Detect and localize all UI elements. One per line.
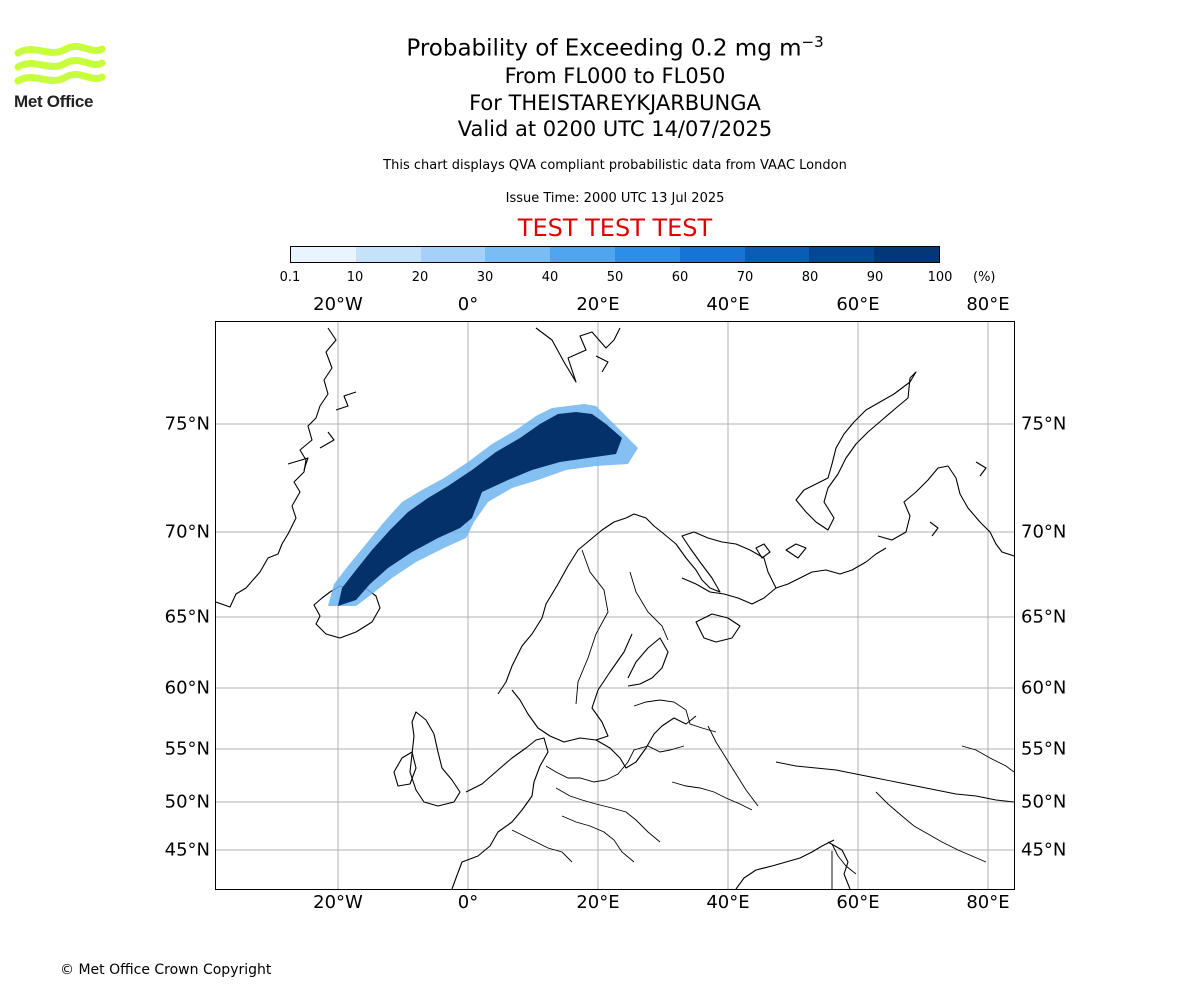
longitude-label-bottom: 20°E — [576, 892, 620, 913]
latitude-label-right: 55°N — [1021, 738, 1067, 760]
colorbar-segment — [420, 247, 486, 262]
colorbar-tick-label: 80 — [801, 270, 819, 285]
coastline-black-sea-region — [735, 839, 835, 889]
colorbar-segment — [809, 247, 875, 262]
ash-probability-plume — [328, 404, 638, 606]
latitude-label-right: 45°N — [1021, 839, 1067, 861]
colorbar-tick-label: 10 — [346, 270, 364, 285]
latitude-label-right: 60°N — [1021, 677, 1067, 699]
latitude-label-right: 65°N — [1021, 606, 1067, 628]
latitude-label-right: 70°N — [1021, 521, 1067, 543]
coastline-greenland — [216, 327, 337, 608]
latitude-label-left: 60°N — [164, 677, 210, 699]
met-office-wordmark: Met Office — [14, 92, 94, 111]
coastline-russia-arctic — [877, 465, 1014, 557]
colorbar-tick-label: 60 — [671, 270, 689, 285]
coastline-svalbard — [535, 327, 621, 383]
colorbar-segment — [744, 247, 810, 262]
colorbar-tick-label: 50 — [606, 270, 624, 285]
met-office-logo — [14, 42, 106, 85]
latitude-label-right: 50°N — [1021, 791, 1067, 813]
level-range: From FL000 to FL050 — [504, 64, 726, 88]
coastline-kola-white-sea — [681, 547, 887, 605]
longitude-label-bottom: 60°E — [836, 892, 880, 913]
colorbar-tick-label: 90 — [866, 270, 884, 285]
colorbar-segment — [550, 247, 615, 262]
copyright-notice: © Met Office Crown Copyright — [60, 962, 272, 978]
colorbar-unit: (%) — [973, 270, 996, 285]
colorbar-tick-label: 20 — [411, 270, 429, 285]
coastline-scandinavia — [497, 513, 777, 695]
chart-title: Probability of Exceeding 0.2 mg m−3 — [300, 27, 930, 64]
longitude-label-top: 60°E — [836, 294, 880, 315]
logo-wave — [14, 70, 106, 85]
latitude-label-right: 75°N — [1021, 413, 1067, 435]
colorbar-tick-label: 70 — [736, 270, 754, 285]
latitude-label-left: 70°N — [164, 521, 210, 543]
colorbar-segment — [679, 247, 745, 262]
coastline-baltic — [595, 715, 697, 769]
latitude-label-left: 55°N — [164, 738, 210, 760]
test-banner: TEST TEST TEST — [517, 214, 713, 242]
longitude-label-bottom: 0° — [457, 892, 479, 913]
latitude-label-left: 50°N — [164, 791, 210, 813]
logo-wave — [14, 42, 106, 57]
logo-wave — [14, 56, 106, 71]
map-svg — [216, 322, 1014, 889]
longitude-label-bottom: 80°E — [966, 892, 1010, 913]
location-title: For THEISTAREYKJARBUNGA — [469, 91, 761, 115]
longitude-label-top: 20°W — [313, 294, 363, 315]
colorbar-segment — [291, 247, 356, 262]
colorbar-tick-label: 0.1 — [279, 270, 301, 285]
longitude-label-bottom: 20°W — [313, 892, 363, 913]
map-panel — [215, 321, 1015, 890]
colorbar-segment — [485, 247, 551, 262]
coastline-caspian — [827, 841, 851, 889]
map-country-borders — [511, 549, 1014, 889]
coastline-british-isles — [409, 711, 461, 807]
chart-title-exponent: −3 — [801, 33, 824, 51]
chart-description: This chart displays QVA compliant probab… — [383, 158, 847, 173]
colorbar-segment — [874, 247, 939, 262]
coastline-novaya-zemlya — [795, 371, 917, 531]
longitude-label-top: 80°E — [966, 294, 1010, 315]
coastline-europe-mainland — [451, 737, 549, 889]
longitude-label-top: 0° — [457, 294, 479, 315]
issue-time: Issue Time: 2000 UTC 13 Jul 2025 — [505, 191, 725, 206]
longitude-label-top: 40°E — [706, 294, 750, 315]
colorbar-tick-label: 100 — [927, 270, 953, 285]
colorbar-tick-label: 40 — [541, 270, 559, 285]
valid-time: Valid at 0200 UTC 14/07/2025 — [457, 117, 773, 141]
chart-title-text: Probability of Exceeding 0.2 mg m — [406, 35, 802, 62]
probability-colorbar — [290, 246, 940, 263]
colorbar-tick-label: 30 — [476, 270, 494, 285]
latitude-label-left: 45°N — [164, 839, 210, 861]
colorbar-segment — [614, 247, 680, 262]
coastline-ireland — [393, 751, 417, 787]
plume-core — [338, 412, 622, 606]
longitude-label-top: 20°E — [576, 294, 620, 315]
latitude-label-left: 65°N — [164, 606, 210, 628]
latitude-label-left: 75°N — [164, 413, 210, 435]
map-coastlines — [216, 327, 1014, 889]
colorbar-segment — [355, 247, 421, 262]
longitude-label-bottom: 40°E — [706, 892, 750, 913]
